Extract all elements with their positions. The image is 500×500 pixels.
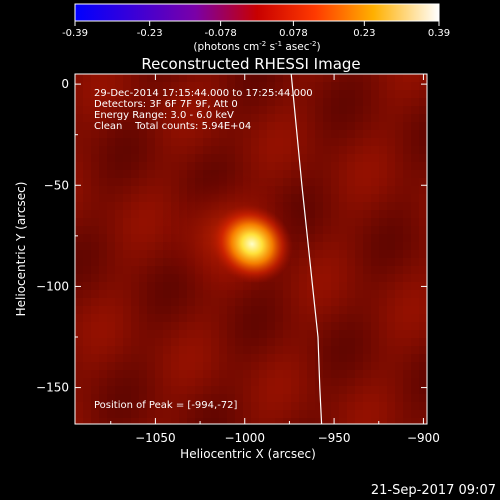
colorbar-tick-label: -0.39 <box>62 28 88 39</box>
peak-position-label: Position of Peak = [-994,-72] <box>94 400 238 411</box>
x-tick-label: −900 <box>407 431 440 445</box>
colorbar-ticks: -0.39 -0.23 -0.078 0.078 0.23 0.39 <box>62 21 450 39</box>
y-tick-label: −150 <box>36 381 69 395</box>
colorbar-tick-label: 0.078 <box>279 28 308 39</box>
plot-frame <box>74 73 428 425</box>
colorbar-tick-label: 0.39 <box>428 28 450 39</box>
annotation-time: 29-Dec-2014 17:15:44.000 to 17:25:44.000 <box>94 88 313 99</box>
y-tick-label: −100 <box>36 279 69 293</box>
footer-date: 21-Sep-2017 09:07 <box>371 483 496 498</box>
y-tick-label: 0 <box>61 77 69 91</box>
y-axis-label: Heliocentric Y (arcsec) <box>14 182 28 317</box>
x-tick-label: −1000 <box>224 431 265 445</box>
chart-title: Reconstructed RHESSI Image <box>141 55 360 73</box>
solar-limb <box>290 74 323 424</box>
annotation-detectors: Detectors: 3F 6F 7F 9F, Att 0 <box>94 99 238 110</box>
heatmap-image <box>75 74 427 424</box>
axis-ticks: −1050 −1000 −950 −900 0 −50 −100 −150 <box>36 74 440 445</box>
colorbar-unit: (photons cm-2 s-1 asec-2) <box>193 40 320 53</box>
colorbar-tick-label: 0.23 <box>353 28 375 39</box>
annotation-energy: Energy Range: 3.0 - 6.0 keV <box>94 110 234 121</box>
colorbar <box>74 3 440 22</box>
x-tick-label: −1050 <box>135 431 176 445</box>
colorbar-tick-label: -0.078 <box>204 28 236 39</box>
x-tick-label: −950 <box>318 431 351 445</box>
x-axis-label: Heliocentric X (arcsec) <box>180 447 316 461</box>
annotation-counts: Clean Total counts: 5.94E+04 <box>94 121 251 132</box>
colorbar-tick-label: -0.23 <box>137 28 163 39</box>
y-tick-label: −50 <box>44 178 69 192</box>
